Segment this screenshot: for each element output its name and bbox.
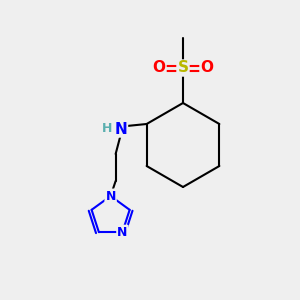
Text: N: N	[105, 190, 116, 202]
Text: H: H	[101, 122, 112, 136]
Text: O: O	[152, 61, 166, 76]
Text: S: S	[178, 61, 188, 76]
Text: N: N	[117, 226, 128, 239]
Text: N: N	[114, 122, 127, 136]
Text: O: O	[200, 61, 214, 76]
